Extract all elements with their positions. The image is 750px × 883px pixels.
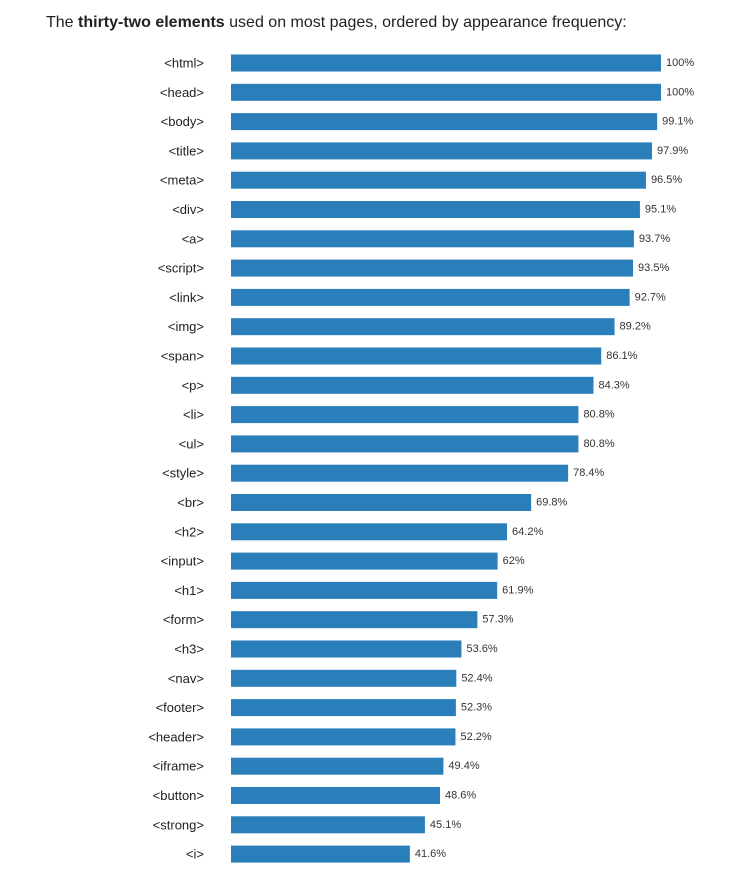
value-label: 86.1%	[606, 350, 637, 362]
category-label: <i>	[186, 847, 204, 862]
bar	[231, 230, 634, 248]
bar	[231, 171, 646, 189]
category-label: <form>	[163, 612, 204, 627]
bar	[231, 523, 508, 541]
value-label: 61.9%	[502, 584, 533, 596]
bar	[231, 406, 579, 424]
value-label: 80.8%	[583, 409, 614, 421]
bar	[231, 318, 615, 336]
bar	[231, 259, 634, 277]
category-label: <html>	[164, 56, 204, 71]
category-label: <link>	[169, 290, 204, 305]
category-label: <h1>	[174, 583, 204, 598]
bar	[231, 288, 630, 306]
value-label: 49.4%	[448, 760, 479, 772]
category-label: <span>	[161, 349, 204, 364]
category-label: <nav>	[168, 671, 204, 686]
category-label: <div>	[172, 202, 204, 217]
bar	[231, 83, 661, 101]
bar	[231, 611, 478, 629]
category-label: <a>	[182, 231, 204, 246]
bar	[231, 757, 444, 775]
category-label: <p>	[182, 378, 204, 393]
value-label: 92.7%	[635, 291, 666, 303]
value-label: 96.5%	[651, 174, 682, 186]
value-label: 64.2%	[512, 526, 543, 538]
value-label: 45.1%	[430, 819, 461, 831]
category-label: <footer>	[156, 700, 204, 715]
value-label: 80.8%	[583, 438, 614, 450]
bar	[231, 816, 425, 834]
category-label: <ul>	[179, 436, 204, 451]
value-label: 100%	[666, 86, 694, 98]
category-label: <strong>	[153, 817, 204, 832]
value-label: 52.2%	[460, 731, 491, 743]
category-label: <h3>	[174, 642, 204, 657]
bar	[231, 728, 456, 746]
category-label: <input>	[161, 554, 204, 569]
intro-prefix: The	[46, 14, 79, 31]
category-label: <li>	[183, 407, 204, 422]
category-label: <script>	[158, 261, 204, 276]
category-label: <img>	[168, 319, 204, 334]
value-label: 57.3%	[482, 614, 513, 626]
value-label: 99.1%	[662, 116, 693, 128]
intro-emphasis: thirty-two elements	[78, 14, 225, 31]
bar	[231, 113, 658, 131]
bar	[231, 54, 661, 72]
category-label: <iframe>	[153, 759, 204, 774]
bar	[231, 669, 457, 687]
bar	[231, 845, 410, 863]
value-label: 100%	[666, 57, 694, 69]
category-label: <h2>	[174, 524, 204, 539]
value-label: 97.9%	[657, 145, 688, 157]
value-label: 84.3%	[598, 379, 629, 391]
category-label: <style>	[162, 466, 204, 481]
intro-text: The thirty-two elements used on most pag…	[46, 12, 627, 34]
bar	[231, 640, 462, 658]
bar	[231, 435, 579, 453]
category-label: <body>	[161, 114, 204, 129]
value-label: 93.5%	[638, 262, 669, 274]
intro-suffix: used on most pages, ordered by appearanc…	[224, 14, 627, 31]
value-label: 89.2%	[620, 321, 651, 333]
category-label: <title>	[169, 143, 204, 158]
category-label: <meta>	[160, 173, 204, 188]
value-label: 52.3%	[461, 702, 492, 714]
bar	[231, 699, 456, 717]
value-label: 53.6%	[466, 643, 497, 655]
value-label: 52.4%	[461, 672, 492, 684]
bar	[231, 464, 569, 482]
bar	[231, 347, 602, 365]
value-label: 93.7%	[639, 233, 670, 245]
category-label: <header>	[148, 729, 204, 744]
category-label: <br>	[177, 495, 204, 510]
bar	[231, 201, 640, 218]
category-label: <button>	[153, 788, 204, 803]
value-label: 78.4%	[573, 467, 604, 479]
value-label: 69.8%	[536, 497, 567, 509]
category-label: <head>	[160, 85, 204, 100]
value-label: 48.6%	[445, 790, 476, 802]
bar	[231, 494, 532, 511]
bar	[231, 552, 498, 570]
value-label: 41.6%	[415, 848, 446, 860]
bar	[231, 376, 594, 394]
bar	[231, 787, 440, 804]
value-label: 62%	[503, 555, 525, 567]
bar	[231, 142, 652, 160]
value-label: 95.1%	[645, 204, 676, 216]
bar	[231, 581, 498, 599]
